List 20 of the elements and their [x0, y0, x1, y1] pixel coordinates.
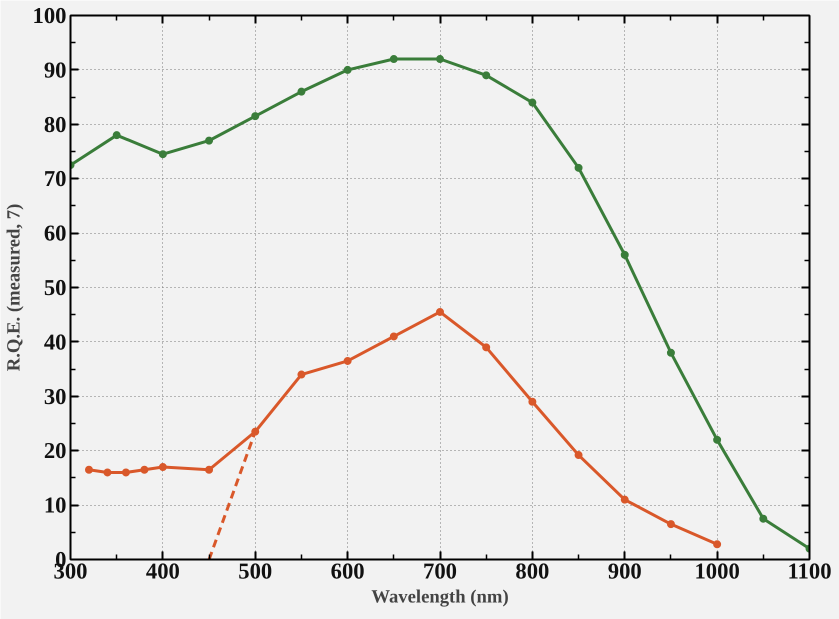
y-tick-label: 50: [44, 275, 66, 300]
y-tick-label: 60: [44, 220, 66, 246]
y-axis-title: R.Q.E. (measured, 7): [4, 204, 25, 372]
y-tick-label: 10: [44, 492, 66, 518]
x-tick-label: 1000: [694, 558, 740, 584]
y-tick-label: 30: [44, 384, 66, 409]
x-tick-label: 500: [238, 558, 272, 584]
y-tick-label: 20: [44, 438, 66, 464]
y-tick-label: 90: [44, 57, 66, 82]
x-tick-label: 800: [515, 558, 550, 584]
x-axis-title: Wavelength (nm): [371, 586, 509, 608]
y-tick-label: 80: [44, 112, 66, 137]
x-tick-label: 400: [146, 558, 180, 584]
y-tick-label: 100: [32, 3, 66, 28]
x-tick-label: 900: [608, 558, 642, 584]
x-tick-label: 600: [330, 558, 365, 584]
x-tick-label: 1100: [787, 558, 832, 584]
y-tick-label: 40: [44, 329, 66, 354]
y-tick-label: 70: [44, 166, 66, 192]
x-tick-label: 700: [423, 558, 457, 584]
